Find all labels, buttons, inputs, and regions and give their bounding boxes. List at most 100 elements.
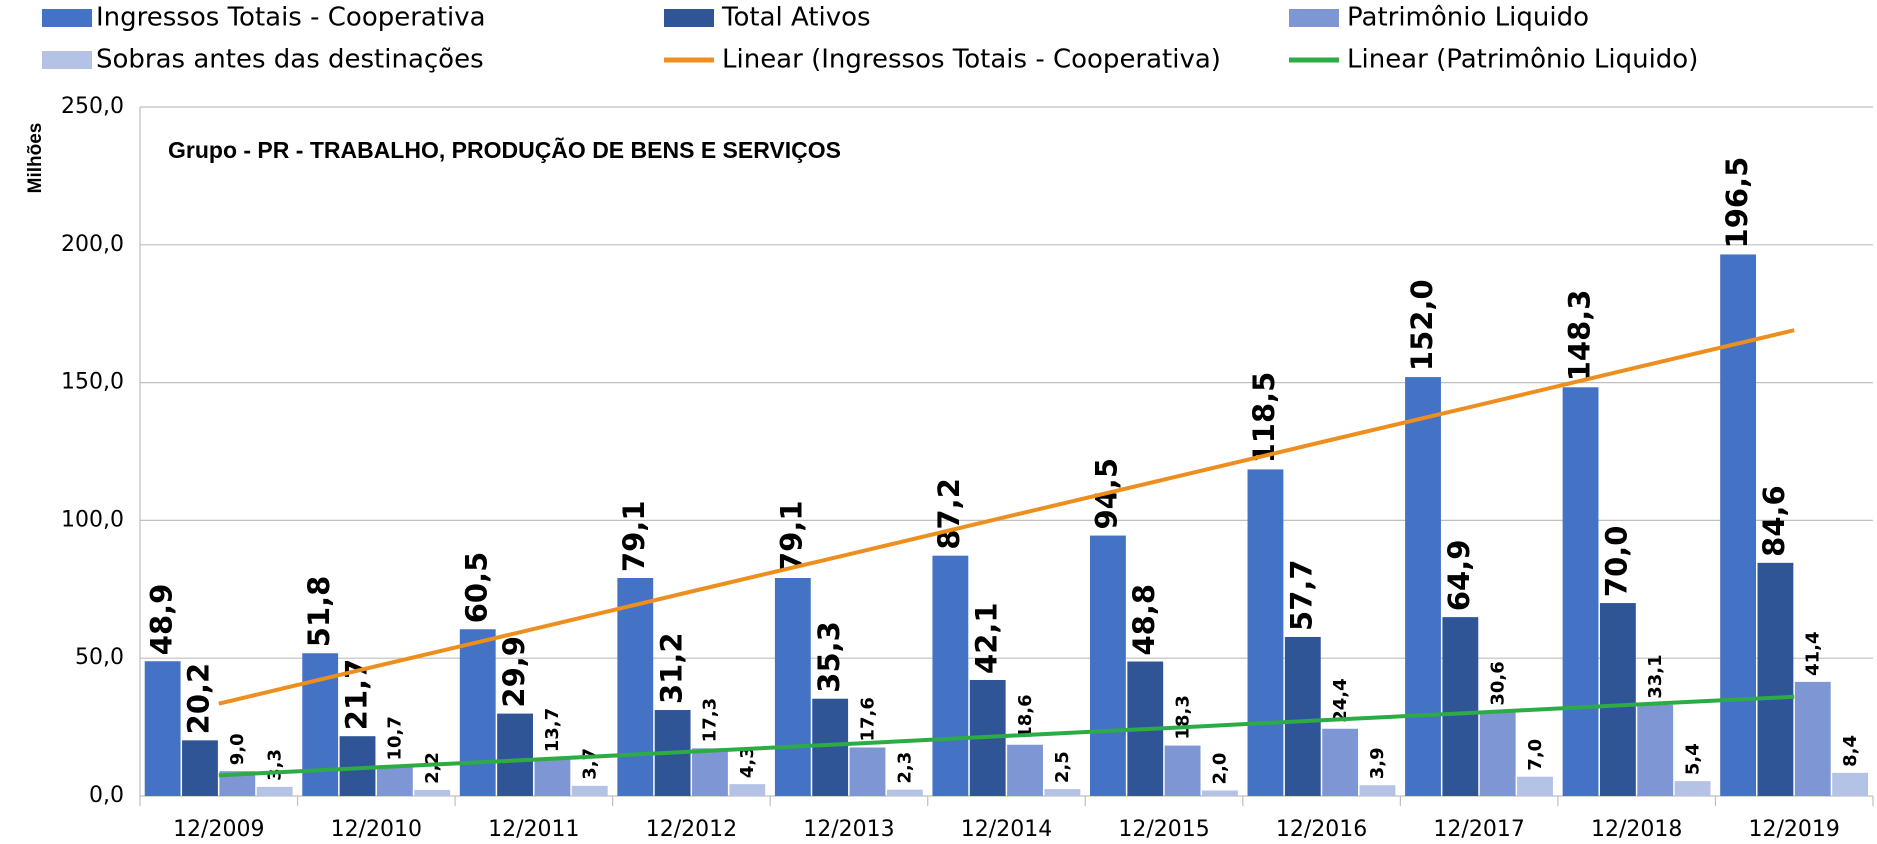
data-label: 48,8	[1127, 584, 1161, 656]
bar	[1442, 617, 1479, 796]
data-label: 118,5	[1247, 372, 1281, 464]
data-label: 64,9	[1442, 540, 1476, 612]
y-tick-label: 200,0	[61, 232, 124, 257]
bar	[1007, 744, 1043, 796]
x-tick-label: 12/2018	[1591, 817, 1682, 842]
data-label: 33,1	[1645, 654, 1666, 698]
bar	[1562, 387, 1599, 796]
bar	[1720, 254, 1757, 797]
data-label: 51,8	[302, 576, 336, 648]
bar	[1674, 781, 1711, 796]
x-tick-label: 12/2016	[1276, 817, 1367, 842]
chart-title: Grupo - PR - TRABALHO, PRODUÇÃO DE BENS …	[168, 136, 841, 163]
bar	[1757, 562, 1794, 796]
trend-line	[218, 328, 1795, 706]
data-label: 3,3	[264, 749, 285, 781]
bar	[182, 740, 218, 796]
data-label: 35,3	[812, 621, 846, 693]
data-label: 5,4	[1682, 743, 1703, 775]
data-label: 2,0	[1210, 753, 1231, 785]
bar	[849, 747, 886, 796]
x-tick-label: 12/2009	[173, 817, 264, 842]
y-tick-label: 100,0	[61, 507, 124, 532]
bar	[1479, 711, 1516, 796]
bar	[1599, 603, 1636, 796]
bar	[571, 785, 608, 796]
bar	[497, 713, 533, 796]
x-tick-label: 12/2013	[803, 817, 894, 842]
legend-swatch	[42, 9, 92, 27]
data-label: 41,4	[1803, 631, 1824, 675]
y-axis-label: Milhões	[25, 123, 46, 194]
legend-label: Ingressos Totais - Cooperativa	[96, 3, 486, 33]
bar	[1284, 636, 1321, 796]
legend-label: Linear (Ingressos Totais - Cooperativa)	[722, 45, 1221, 75]
data-label: 57,7	[1285, 559, 1319, 631]
data-label: 20,2	[182, 663, 216, 735]
data-label: 9,0	[227, 733, 248, 765]
data-label: 2,5	[1052, 751, 1073, 783]
bar	[886, 789, 923, 796]
data-label: 7,0	[1525, 739, 1546, 771]
data-label: 3,9	[1367, 747, 1388, 779]
bar	[1405, 377, 1441, 796]
x-tick-label: 12/2019	[1749, 817, 1840, 842]
legend-swatch	[1289, 9, 1339, 27]
data-label: 30,6	[1487, 661, 1508, 705]
data-label: 79,1	[617, 500, 651, 572]
data-label: 10,7	[385, 716, 406, 760]
legend-swatch	[664, 9, 714, 27]
x-tick-label: 12/2015	[1118, 817, 1209, 842]
data-label: 31,2	[654, 632, 688, 704]
data-label: 48,9	[144, 584, 178, 656]
data-label: 18,6	[1015, 694, 1036, 738]
data-label: 60,5	[459, 552, 493, 624]
trend-line	[218, 694, 1795, 778]
data-label: 2,2	[422, 752, 443, 784]
data-label: 13,7	[542, 708, 563, 752]
bar	[459, 629, 496, 796]
data-label: 17,6	[857, 697, 878, 741]
data-label: 148,3	[1562, 290, 1596, 382]
bar	[1517, 776, 1553, 796]
data-label: 18,3	[1172, 695, 1193, 739]
legend-swatch	[42, 51, 92, 69]
bar	[1359, 785, 1396, 796]
bar	[1164, 745, 1201, 796]
bar	[1832, 772, 1869, 796]
bar	[1044, 789, 1081, 796]
x-tick-label: 12/2017	[1433, 817, 1524, 842]
bar	[1637, 704, 1674, 796]
legend-label: Linear (Patrimônio Liquido)	[1347, 45, 1698, 75]
data-label: 3,7	[580, 748, 601, 780]
data-label: 2,3	[895, 752, 916, 784]
y-tick-label: 0,0	[89, 783, 124, 808]
bar	[1202, 790, 1238, 796]
bar	[376, 766, 413, 796]
bar	[932, 555, 969, 796]
data-label: 70,0	[1600, 526, 1634, 598]
legend-label: Patrimônio Liquido	[1347, 3, 1589, 33]
bar	[692, 748, 728, 796]
y-tick-label: 50,0	[75, 645, 124, 670]
bar	[774, 578, 811, 796]
bar	[1247, 469, 1284, 796]
data-label: 4,3	[737, 746, 758, 778]
bar	[534, 758, 571, 796]
data-label: 84,6	[1757, 485, 1791, 557]
x-tick-label: 12/2011	[488, 817, 579, 842]
x-tick-label: 12/2012	[646, 817, 737, 842]
data-label: 79,1	[775, 500, 809, 572]
data-label: 87,2	[932, 478, 966, 550]
legend-label: Sobras antes das destinações	[96, 45, 484, 75]
data-label: 24,4	[1330, 678, 1351, 722]
y-tick-label: 150,0	[61, 370, 124, 395]
bar	[256, 786, 293, 796]
bar	[144, 661, 181, 796]
data-label: 152,0	[1405, 279, 1439, 371]
bar	[1089, 535, 1126, 796]
bar	[617, 578, 654, 796]
bar	[1322, 728, 1359, 796]
x-tick-label: 12/2010	[331, 817, 422, 842]
